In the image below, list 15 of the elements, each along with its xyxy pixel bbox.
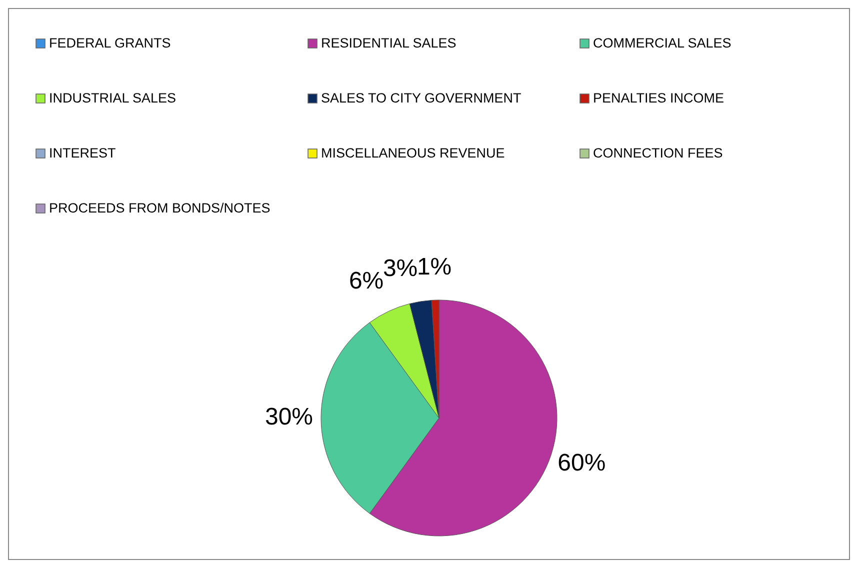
legend-label: SALES TO CITY GOVERNMENT <box>321 90 522 106</box>
legend-label: INTEREST <box>49 146 116 161</box>
legend-label: PENALTIES INCOME <box>593 90 724 106</box>
legend-label: RESIDENTIAL SALES <box>321 36 456 51</box>
legend-label: COMMERCIAL SALES <box>593 36 732 51</box>
data-label: 30% <box>264 403 314 430</box>
data-label: 3% <box>382 255 418 282</box>
legend-label: FEDERAL GRANTS <box>49 36 171 51</box>
data-label: 1% <box>416 253 452 280</box>
legend-label: CONNECTION FEES <box>593 146 723 161</box>
data-label: 6% <box>348 268 384 295</box>
legend-label: MISCELLANEOUS REVENUE <box>321 146 505 161</box>
legend-label: PROCEEDS FROM BONDS/NOTES <box>49 200 270 216</box>
legend-label: INDUSTRIAL SALES <box>49 90 176 106</box>
data-label: 60% <box>558 450 606 477</box>
